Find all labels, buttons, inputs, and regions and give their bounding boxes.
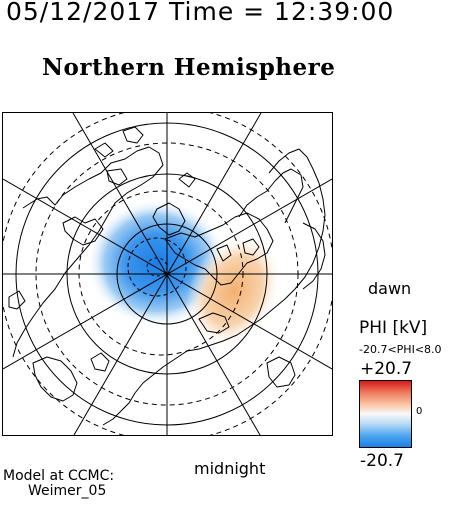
dashed-contour-3 — [78, 190, 244, 356]
dashed-contour-4 — [127, 237, 187, 297]
model-credit-line1: Model at CCMC: — [3, 468, 115, 484]
colorbar-zero-label: 0 — [416, 406, 423, 417]
model-credit-line2: Weimer_05 — [28, 483, 107, 499]
dawn-label: dawn — [368, 279, 412, 298]
colorbar-max-label: +20.7 — [360, 359, 413, 379]
colorbar-gradient — [359, 380, 412, 448]
hemisphere-title: Northern Hemisphere — [42, 54, 336, 81]
polar-map-frame — [2, 112, 333, 436]
colorbar-range: -20.7<PHI<8.0 — [359, 343, 442, 356]
coastlines — [8, 126, 326, 426]
positive-potential-cell — [186, 234, 282, 348]
colorbar-title: PHI [kV] — [359, 318, 428, 338]
meridian-lines — [3, 113, 332, 435]
colorbar-min-label: -20.7 — [360, 451, 404, 471]
midnight-label: midnight — [194, 459, 266, 478]
timestamp: 05/12/2017 Time = 12:39:00 — [6, 0, 395, 26]
polar-map — [3, 113, 332, 435]
